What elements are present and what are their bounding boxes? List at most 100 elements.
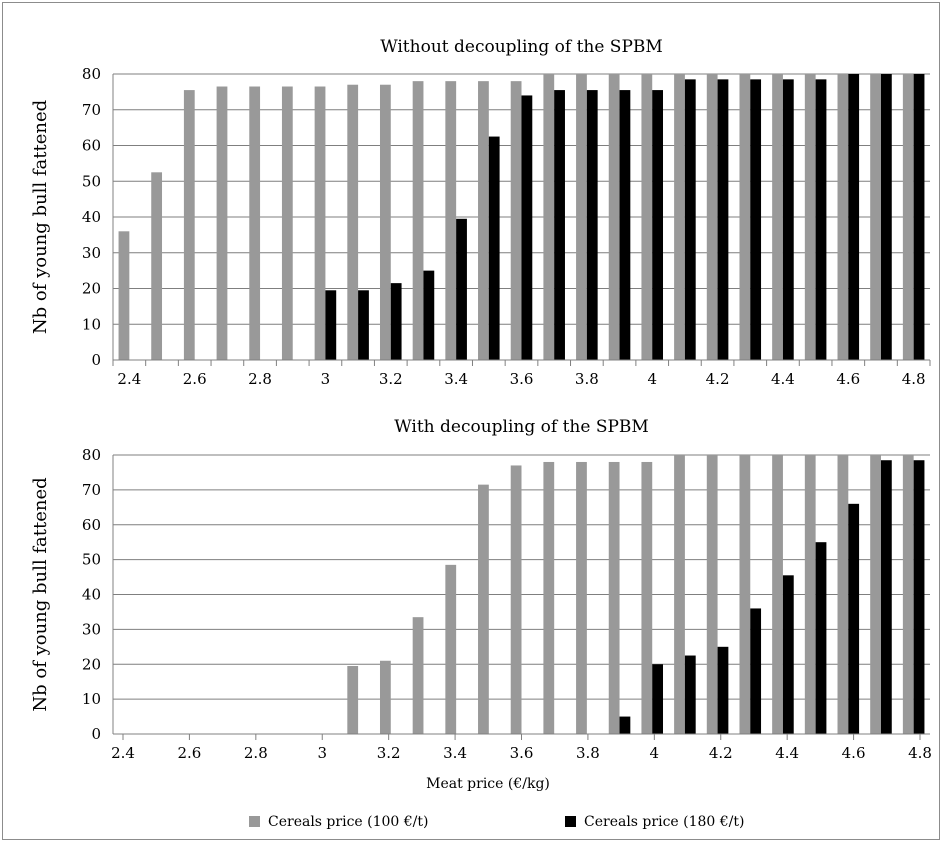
bar-series-2-4-4 xyxy=(782,575,794,734)
chart-title: With decoupling of the SPBM xyxy=(394,417,649,437)
x-tick-label: 3.4 xyxy=(444,370,468,388)
bar-series-2-3-3 xyxy=(423,270,435,360)
bar-series-1-4-1 xyxy=(674,74,685,360)
x-tick-label: 3.4 xyxy=(443,744,467,762)
bar-series-1-4-5 xyxy=(804,74,816,360)
bar-series-1-2-8 xyxy=(249,86,261,360)
x-tick-label: 2.6 xyxy=(177,744,201,762)
x-tick-label: 2.8 xyxy=(244,744,268,762)
y-axis-label: Nb of young bull fattened xyxy=(30,477,51,711)
x-tick-label: 3.2 xyxy=(379,370,403,388)
bar-series-2-3-7 xyxy=(554,90,565,361)
bar-series-2-4-5 xyxy=(815,542,827,734)
bar-series-2-4-8 xyxy=(913,74,925,360)
bar-series-1-4-3 xyxy=(739,455,751,734)
bar-series-2-3 xyxy=(325,290,337,360)
bar-series-2-4-3 xyxy=(750,608,762,734)
bar-series-1-3-1 xyxy=(347,665,359,734)
y-tick-label: 20 xyxy=(82,655,101,673)
bar-series-2-4-1 xyxy=(684,79,696,361)
y-axis-label: Nb of young bull fattened xyxy=(30,100,51,334)
bar-series-1-4-4 xyxy=(772,74,783,360)
x-tick-label: 3.2 xyxy=(377,744,401,762)
x-tick-label: 4.2 xyxy=(706,370,730,388)
bar-series-1-4-2 xyxy=(706,74,718,360)
bar-series-2-3-6 xyxy=(521,95,533,360)
bar-series-1-3-5 xyxy=(478,81,489,361)
bar-series-1-4-7 xyxy=(870,455,881,734)
bar-series-1-2-5 xyxy=(151,172,163,360)
bar-series-1-4-2 xyxy=(706,455,718,734)
bar-series-2-4-8 xyxy=(913,460,925,734)
bar-series-2-4-7 xyxy=(880,460,892,734)
bar-series-1-2-6 xyxy=(183,90,195,361)
bar-series-1-3-4 xyxy=(445,81,457,361)
bar-series-2-3-5 xyxy=(488,136,500,360)
x-tick-label: 3.6 xyxy=(510,744,534,762)
y-tick-label: 10 xyxy=(82,690,101,708)
bar-series-1-3-2 xyxy=(379,660,391,734)
bar-series-2-4-5 xyxy=(815,79,827,361)
bar-series-1-4-4 xyxy=(772,455,783,734)
bar-series-1-3-6 xyxy=(510,81,522,361)
bar-series-1-4 xyxy=(641,74,653,360)
x-tick-label: 4 xyxy=(650,744,660,762)
x-tick-label: 4.8 xyxy=(902,370,926,388)
y-tick-label: 30 xyxy=(82,620,101,638)
x-tick-label: 3.6 xyxy=(510,370,534,388)
bar-series-2-3-8 xyxy=(586,90,598,361)
x-tick-label: 4.4 xyxy=(771,370,795,388)
bar-series-2-3-4 xyxy=(456,218,467,360)
bar-series-2-3-9 xyxy=(619,90,631,361)
y-tick-label: 0 xyxy=(91,725,101,743)
bar-series-2-4 xyxy=(652,664,664,734)
bar-series-1-4-5 xyxy=(804,455,816,734)
x-tick-label: 4.8 xyxy=(908,744,932,762)
y-tick-label: 60 xyxy=(82,137,101,155)
bar-series-1-3-4 xyxy=(445,564,457,734)
x-tick-label: 3 xyxy=(321,370,331,388)
bar-series-1-2-9 xyxy=(281,86,293,360)
bar-series-2-4-1 xyxy=(684,655,696,734)
bar-series-2-4-4 xyxy=(782,79,794,361)
bar-series-1-4 xyxy=(641,461,653,734)
y-tick-label: 40 xyxy=(82,208,101,226)
bar-series-2-3-2 xyxy=(390,283,402,360)
bar-series-1-4-3 xyxy=(739,74,751,360)
x-axis-label: Meat price (€/kg) xyxy=(426,776,550,792)
bar-series-2-3-1 xyxy=(358,290,369,360)
bar-series-2-4 xyxy=(652,90,664,361)
bar-series-1-4-1 xyxy=(674,455,685,734)
x-tick-label: 2.6 xyxy=(183,370,207,388)
x-tick-label: 4.6 xyxy=(842,744,866,762)
x-tick-label: 4.6 xyxy=(836,370,860,388)
legend-label-2: Cereals price (180 €/t) xyxy=(584,814,745,830)
bar-series-1-4-8 xyxy=(902,455,914,734)
bar-series-2-4-7 xyxy=(880,74,892,360)
x-tick-label: 3 xyxy=(317,744,327,762)
bar-series-2-4-6 xyxy=(848,74,860,360)
bar-series-2-4-2 xyxy=(717,646,729,734)
bar-series-1-4-6 xyxy=(837,455,849,734)
x-tick-label: 4 xyxy=(647,370,657,388)
bar-series-1-3-7 xyxy=(543,74,555,360)
bar-series-1-2-4 xyxy=(118,231,130,360)
bar-series-1-4-7 xyxy=(870,74,881,360)
x-tick-label: 4.2 xyxy=(709,744,733,762)
bar-series-1-3-9 xyxy=(608,74,620,360)
bar-series-1-4-8 xyxy=(902,74,914,360)
x-tick-label: 2.4 xyxy=(111,744,135,762)
bar-series-1-3-7 xyxy=(543,461,555,734)
bar-series-1-3-9 xyxy=(608,461,620,734)
y-tick-label: 50 xyxy=(82,172,101,190)
legend-swatch-1 xyxy=(249,816,260,827)
y-tick-label: 10 xyxy=(82,315,101,333)
legend-swatch-2 xyxy=(565,816,576,827)
y-tick-label: 50 xyxy=(82,551,101,569)
chart-title: Without decoupling of the SPBM xyxy=(380,37,663,57)
y-tick-label: 20 xyxy=(82,280,101,298)
bar-series-2-4-3 xyxy=(750,79,762,361)
x-tick-label: 3.8 xyxy=(576,744,600,762)
